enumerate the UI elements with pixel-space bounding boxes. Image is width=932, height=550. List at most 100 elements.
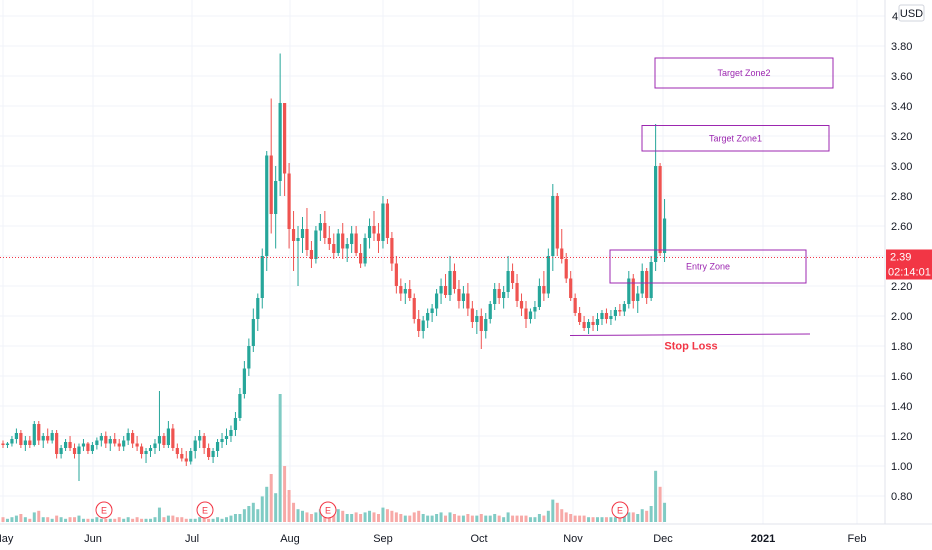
candle-body[interactable]: [135, 443, 139, 447]
candle-body[interactable]: [229, 430, 233, 436]
candle-body[interactable]: [542, 286, 546, 294]
candle-body[interactable]: [385, 203, 390, 239]
candle-body[interactable]: [399, 286, 403, 294]
candle-body[interactable]: [238, 394, 242, 418]
candle-body[interactable]: [46, 436, 50, 441]
stop-loss-line[interactable]: [569, 333, 811, 336]
candle-body[interactable]: [332, 244, 336, 253]
candle-body[interactable]: [528, 311, 533, 320]
candle-body[interactable]: [265, 155, 269, 257]
candle-body[interactable]: [59, 448, 63, 454]
candle-body[interactable]: [461, 293, 466, 302]
candle-body[interactable]: [336, 233, 340, 254]
candle-body[interactable]: [202, 436, 206, 448]
candle-body[interactable]: [305, 229, 309, 250]
candle-body[interactable]: [207, 448, 211, 457]
candle-body[interactable]: [457, 289, 461, 301]
candle-body[interactable]: [68, 442, 72, 448]
candle-body[interactable]: [14, 433, 19, 439]
candle-body[interactable]: [157, 436, 162, 444]
candle-body[interactable]: [448, 271, 452, 295]
candle-body[interactable]: [260, 256, 264, 298]
candle-body[interactable]: [618, 310, 622, 312]
earnings-marker[interactable]: [196, 501, 214, 519]
candle-body[interactable]: [256, 298, 260, 319]
candle-body[interactable]: [37, 424, 41, 441]
candle-body[interactable]: [645, 271, 649, 298]
candle-body[interactable]: [569, 278, 573, 299]
candle-body[interactable]: [77, 446, 81, 455]
candle-body[interactable]: [220, 439, 224, 442]
earnings-marker[interactable]: [95, 501, 113, 519]
target-zone-1-box[interactable]: [641, 125, 830, 152]
candle-body[interactable]: [600, 313, 604, 319]
candle-body[interactable]: [184, 458, 188, 462]
candle-body[interactable]: [41, 436, 45, 441]
candle-body[interactable]: [242, 368, 246, 395]
candle-body[interactable]: [287, 173, 291, 230]
candle-body[interactable]: [537, 286, 541, 307]
candle-body[interactable]: [153, 443, 157, 449]
candle-body[interactable]: [434, 293, 439, 309]
target-zone-2-box[interactable]: [654, 57, 834, 89]
candle-body[interactable]: [555, 196, 559, 249]
candle-body[interactable]: [81, 443, 86, 447]
candle-body[interactable]: [139, 446, 144, 455]
candle-body[interactable]: [421, 320, 425, 332]
candle-body[interactable]: [354, 233, 358, 254]
candle-body[interactable]: [180, 454, 184, 459]
candle-body[interactable]: [408, 289, 412, 298]
candle-body[interactable]: [484, 319, 488, 331]
candle-body[interactable]: [524, 308, 528, 320]
candle-body[interactable]: [193, 440, 197, 452]
candle-body[interactable]: [381, 203, 385, 242]
candle-body[interactable]: [564, 259, 568, 279]
candle-body[interactable]: [283, 103, 287, 174]
candle-body[interactable]: [506, 271, 510, 292]
candle-body[interactable]: [582, 322, 586, 328]
candle-body[interactable]: [278, 103, 282, 181]
candle-body[interactable]: [640, 271, 644, 294]
candle-body[interactable]: [350, 233, 354, 245]
candle-body[interactable]: [372, 226, 376, 234]
candle-body[interactable]: [55, 433, 59, 454]
candle-body[interactable]: [475, 316, 479, 322]
candle-body[interactable]: [622, 304, 626, 312]
candle-body[interactable]: [515, 283, 519, 301]
candle-body[interactable]: [291, 229, 296, 241]
candle-body[interactable]: [430, 308, 434, 314]
candle-body[interactable]: [604, 313, 609, 319]
candle-body[interactable]: [72, 448, 77, 454]
candle-body[interactable]: [376, 233, 381, 242]
candle-body[interactable]: [470, 308, 474, 323]
candle-body[interactable]: [533, 307, 537, 312]
candle-body[interactable]: [211, 451, 215, 457]
candle-body[interactable]: [274, 181, 278, 214]
candle-body[interactable]: [502, 292, 506, 298]
candle-body[interactable]: [247, 346, 251, 369]
candle-body[interactable]: [5, 443, 10, 446]
candle-body[interactable]: [367, 226, 372, 238]
candle-body[interactable]: [269, 155, 273, 215]
candle-body[interactable]: [171, 428, 175, 449]
candle-body[interactable]: [113, 439, 117, 444]
candle-body[interactable]: [323, 223, 327, 238]
candle-body[interactable]: [99, 436, 103, 441]
candle-body[interactable]: [390, 238, 394, 264]
candle-body[interactable]: [198, 436, 202, 441]
candle-body[interactable]: [426, 313, 430, 321]
candle-body[interactable]: [417, 319, 421, 331]
candle-body[interactable]: [189, 451, 193, 462]
candle-body[interactable]: [233, 418, 238, 430]
earnings-marker[interactable]: [319, 501, 337, 519]
candlesticks[interactable]: [1, 53, 667, 482]
candle-body[interactable]: [658, 166, 662, 253]
candle-body[interactable]: [631, 278, 635, 302]
candle-body[interactable]: [50, 433, 54, 441]
entry-zone-box[interactable]: [609, 249, 807, 284]
candle-body[interactable]: [1, 443, 5, 446]
candle-body[interactable]: [215, 442, 220, 451]
candle-body[interactable]: [519, 301, 524, 309]
